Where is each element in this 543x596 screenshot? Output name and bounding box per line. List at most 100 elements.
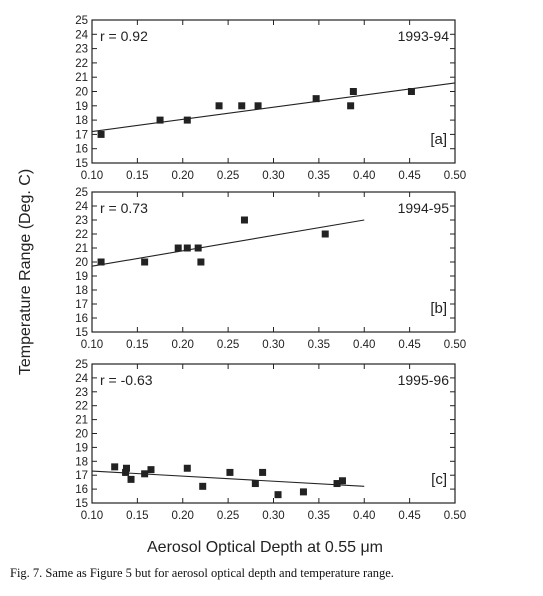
y-tick-label: 20 [75, 257, 88, 269]
data-point [141, 258, 149, 266]
period-label: 1995-96 [398, 372, 450, 388]
y-tick-label: 20 [75, 87, 88, 99]
y-tick-label: 25 [75, 359, 88, 371]
y-tick-label: 25 [75, 187, 88, 199]
y-tick-label: 22 [75, 58, 88, 70]
data-point [111, 463, 119, 471]
data-point [347, 102, 355, 110]
panel-label: [b] [430, 300, 447, 317]
y-tick-label: 24 [75, 373, 88, 385]
data-point [183, 464, 191, 472]
y-tick-label: 16 [75, 484, 88, 496]
correlation-label: r = 0.92 [100, 28, 148, 44]
y-tick-label: 18 [75, 456, 88, 468]
y-axis-label: Temperature Range (Deg. C) [17, 169, 34, 375]
x-tick-label: 0.45 [398, 510, 420, 522]
data-point [122, 468, 130, 476]
y-tick-label: 23 [75, 44, 88, 56]
regression-line [91, 470, 365, 487]
data-point [199, 482, 207, 490]
x-tick-label: 0.30 [262, 510, 284, 522]
figure-caption: Fig. 7. Same as Figure 5 but for aerosol… [10, 566, 394, 580]
x-tick-label: 0.25 [217, 339, 239, 351]
regression-line [91, 219, 365, 267]
panel-label: [c] [431, 471, 447, 488]
data-point [215, 102, 223, 110]
x-tick-label: 0.45 [398, 170, 420, 182]
x-tick-label: 0.30 [262, 339, 284, 351]
y-tick-label: 21 [75, 72, 88, 84]
x-tick-label: 0.25 [217, 510, 239, 522]
data-point [174, 244, 182, 252]
y-tick-label: 16 [75, 313, 88, 325]
y-tick-label: 25 [75, 15, 88, 27]
y-tick-label: 19 [75, 442, 88, 454]
x-tick-label: 0.40 [353, 339, 375, 351]
x-tick-label: 0.45 [398, 339, 420, 351]
x-tick-label: 0.20 [172, 339, 194, 351]
chart-panel-1: 15 16 17 18 19 20 21 22 23 24 25 0.10 0.15 0.20 0.25 0.… [75, 15, 466, 182]
y-tick-label: 23 [75, 215, 88, 227]
x-tick-label: 0.15 [126, 510, 148, 522]
x-tick-label: 0.15 [126, 170, 148, 182]
data-point [97, 258, 105, 266]
x-tick-label: 0.10 [81, 510, 103, 522]
x-tick-label: 0.50 [444, 510, 466, 522]
data-point [299, 488, 307, 496]
x-tick-label: 0.30 [262, 170, 284, 182]
data-point [122, 464, 130, 472]
y-tick-label: 24 [75, 29, 88, 41]
data-point [238, 102, 246, 110]
data-point [321, 230, 329, 238]
data-point [349, 88, 357, 95]
y-tick-label: 22 [75, 229, 88, 241]
panel-label: [a] [430, 131, 447, 148]
data-point [127, 475, 135, 483]
regression-line [91, 82, 456, 133]
y-tick-label: 17 [75, 129, 88, 141]
period-label: 1994-95 [398, 200, 450, 216]
x-tick-label: 0.20 [172, 510, 194, 522]
period-label: 1993-94 [398, 28, 450, 44]
x-tick-label: 0.20 [172, 170, 194, 182]
y-tick-label: 15 [75, 327, 88, 339]
y-tick-label: 21 [75, 243, 88, 255]
data-point [338, 477, 346, 485]
x-tick-label: 0.35 [308, 170, 330, 182]
data-point [226, 468, 234, 476]
y-tick-label: 23 [75, 387, 88, 399]
data-point [259, 468, 267, 476]
data-point [141, 470, 149, 478]
y-tick-label: 20 [75, 429, 88, 441]
y-tick-label: 17 [75, 299, 88, 311]
y-tick-label: 17 [75, 470, 88, 482]
data-point [97, 130, 105, 138]
x-tick-label: 0.35 [308, 339, 330, 351]
x-tick-label: 0.50 [444, 170, 466, 182]
data-point [407, 88, 415, 95]
data-point [254, 102, 262, 110]
data-point [183, 244, 191, 252]
data-point [274, 491, 282, 499]
correlation-label: r = -0.63 [100, 372, 153, 388]
data-point [240, 216, 248, 224]
y-tick-label: 19 [75, 101, 88, 113]
data-point [251, 480, 259, 488]
y-tick-label: 18 [75, 115, 88, 127]
x-tick-label: 0.25 [217, 170, 239, 182]
y-tick-label: 16 [75, 144, 88, 156]
y-tick-label: 15 [75, 158, 88, 170]
data-point [312, 95, 320, 103]
data-point [197, 258, 205, 266]
data-point [194, 244, 202, 252]
chart-panel-2: 15 16 17 18 19 20 21 22 23 24 25 0.10 0.15 0.20 0.25 0.… [75, 187, 466, 351]
data-point [333, 480, 341, 488]
data-point [156, 116, 164, 124]
data-point [147, 466, 155, 474]
y-tick-label: 18 [75, 285, 88, 297]
x-tick-label: 0.15 [126, 339, 148, 351]
correlation-label: r = 0.73 [100, 200, 148, 216]
